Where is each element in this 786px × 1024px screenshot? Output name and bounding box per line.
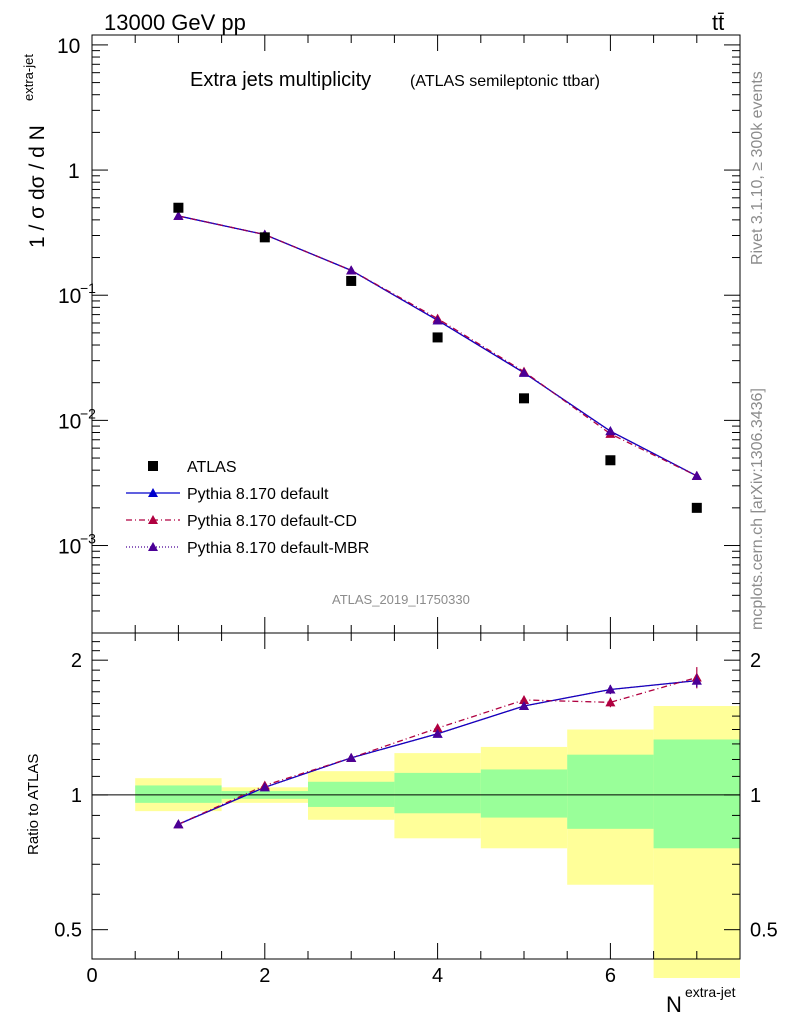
- rivet-version-label: Rivet 3.1.10, ≥ 300k events: [749, 71, 766, 265]
- data-point: [691, 470, 702, 480]
- ratio-y-axis-label: Ratio to ATLAS: [25, 754, 42, 855]
- ratio-data-point: [346, 752, 357, 762]
- x-axis-label: N: [666, 992, 682, 1017]
- data-point: [346, 265, 357, 275]
- collision-label: 13000 GeV pp: [104, 10, 246, 35]
- x-axis-sup: extra-jet: [685, 984, 736, 1000]
- ratio-y-tick-label: 1: [71, 785, 82, 807]
- ratio-y-tick-label: 0.5: [54, 920, 82, 942]
- data-point: [605, 455, 616, 466]
- ratio-data-point: [259, 782, 270, 792]
- main-y-tick-exponent: −2: [80, 405, 96, 421]
- ratio-plot-marks: [173, 667, 702, 829]
- legend-label: ATLAS: [187, 459, 237, 476]
- main-y-tick-label: 10: [58, 536, 81, 559]
- x-tick-label: 6: [605, 965, 616, 987]
- ratio-plot-panel: 0.5 0.5 1 1 2 2 0 2 4 6 Ratio to ATLAS N extra-je…: [25, 632, 778, 1017]
- ratio-plot-frame: [91, 632, 741, 960]
- series-line: [178, 215, 698, 477]
- main-y-tick-exponent: −3: [80, 531, 96, 547]
- data-point: [346, 275, 357, 286]
- x-tick-label: 2: [259, 965, 270, 987]
- legend: ATLAS Pythia 8.170 default Pythia 8.170 de…: [126, 459, 369, 557]
- ratio-axes: 0.5 0.5 1 1 2 2 0 2 4 6: [54, 633, 778, 987]
- ratio-data-point: [432, 723, 443, 733]
- ratio-data-point: [691, 675, 702, 685]
- analysis-watermark: ATLAS_2019_I1750330: [332, 592, 470, 607]
- legend-marker: [148, 515, 158, 524]
- ratio-data-point: [519, 694, 529, 704]
- data-point: [432, 315, 443, 325]
- main-plot-marks: [173, 202, 702, 513]
- ratio-data-point: [173, 819, 184, 829]
- ratio-band-green: [308, 781, 395, 807]
- ratio-band-green: [135, 785, 222, 803]
- data-point: [259, 232, 270, 243]
- ratio-uncertainty-bands: [92, 705, 740, 978]
- main-y-tick-label: 10: [58, 285, 81, 308]
- ratio-data-point: [605, 697, 616, 707]
- main-y-axis-sup: extra-jet: [21, 54, 36, 101]
- ratio-band-green: [567, 754, 654, 829]
- data-point: [519, 393, 529, 404]
- ratio-data-point: [432, 728, 443, 738]
- ratio-band-green: [653, 739, 740, 849]
- legend-marker: [148, 461, 158, 471]
- main-y-tick-label: 10: [58, 410, 81, 433]
- ratio-data-point: [519, 700, 529, 710]
- ratio-y-tick-label-right: 0.5: [750, 920, 778, 942]
- legend-label: Pythia 8.170 default-CD: [187, 513, 357, 530]
- main-y-axis-title: 1 / σ dσ / d N extra-jet: [21, 54, 49, 248]
- data-point: [432, 332, 443, 343]
- main-y-axis-label: 1 / σ dσ / d N: [26, 125, 49, 248]
- series-line: [178, 215, 698, 477]
- legend-marker: [148, 488, 158, 497]
- process-label: tt̄: [712, 10, 724, 35]
- chart-title: Extra jets multiplicity: [190, 69, 371, 91]
- legend-label: Pythia 8.170 default: [187, 486, 329, 503]
- ratio-data-point: [605, 684, 616, 694]
- ratio-band-green: [394, 772, 481, 814]
- mcplots-label: mcplots.cern.ch [arXiv:1306.3436]: [749, 388, 766, 630]
- x-tick-label: 0: [86, 965, 97, 987]
- series-line: [178, 215, 698, 477]
- ratio-y-tick-label-right: 2: [750, 650, 761, 672]
- ratio-y-tick-label-right: 1: [750, 785, 761, 807]
- x-tick-label: 4: [432, 965, 443, 987]
- data-point: [519, 367, 529, 377]
- ratio-band-green: [480, 769, 568, 818]
- ratio-y-tick-label: 2: [71, 650, 82, 672]
- data-point: [173, 210, 184, 220]
- main-y-tick-label: 10: [57, 35, 80, 58]
- data-point: [173, 202, 184, 213]
- main-y-tick-label: 1: [68, 160, 80, 183]
- legend-marker: [148, 542, 158, 551]
- chart-subtitle: (ATLAS semileptonic ttbar): [410, 73, 600, 90]
- data-point: [691, 502, 702, 513]
- main-y-tick-exponent: −1: [80, 280, 96, 296]
- legend-label: Pythia 8.170 default-MBR: [187, 540, 369, 557]
- data-point: [605, 426, 616, 436]
